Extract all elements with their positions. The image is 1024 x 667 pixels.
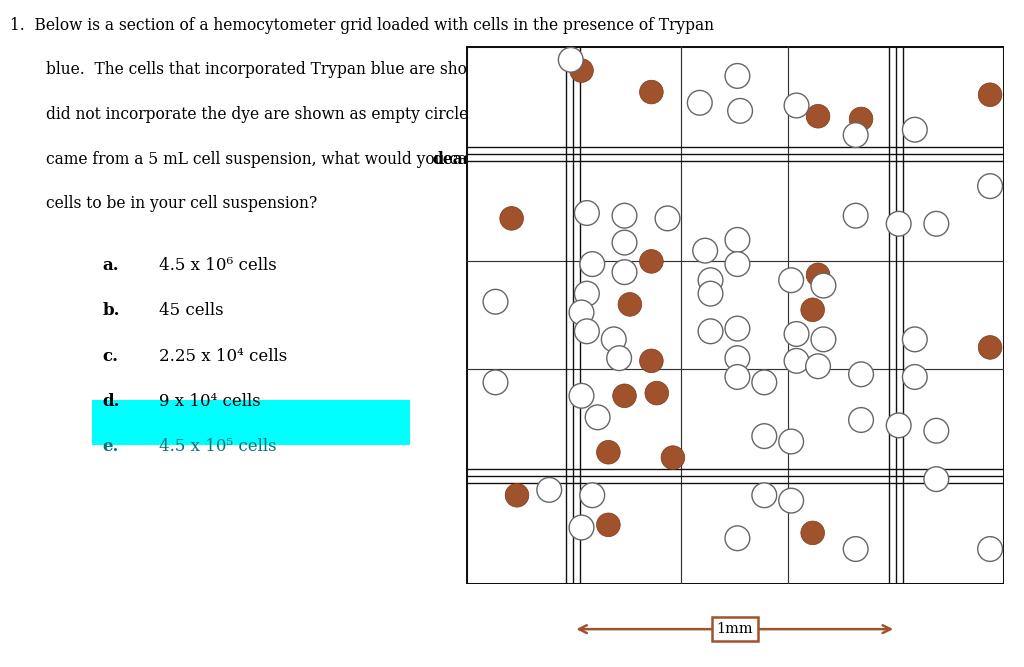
Circle shape	[597, 440, 621, 464]
Circle shape	[483, 289, 508, 314]
Circle shape	[752, 424, 776, 448]
Circle shape	[687, 91, 712, 115]
Circle shape	[483, 370, 508, 395]
Circle shape	[902, 117, 927, 142]
Circle shape	[607, 346, 632, 371]
Text: e.: e.	[102, 438, 119, 455]
Circle shape	[574, 319, 599, 344]
Circle shape	[849, 408, 873, 432]
Circle shape	[784, 321, 809, 346]
Circle shape	[640, 349, 664, 373]
Circle shape	[806, 105, 829, 128]
Circle shape	[902, 365, 927, 390]
Circle shape	[844, 203, 868, 228]
Circle shape	[779, 429, 804, 454]
Circle shape	[505, 484, 528, 507]
Circle shape	[645, 382, 669, 405]
Circle shape	[612, 384, 636, 408]
Text: a.: a.	[102, 257, 119, 273]
Circle shape	[924, 467, 948, 492]
Circle shape	[612, 203, 637, 228]
Circle shape	[849, 107, 872, 131]
Circle shape	[640, 249, 664, 273]
Text: 9 x 10⁴ cells: 9 x 10⁴ cells	[159, 393, 260, 410]
Circle shape	[618, 293, 642, 316]
Circle shape	[569, 384, 594, 408]
Circle shape	[569, 300, 594, 325]
Circle shape	[978, 537, 1002, 562]
Circle shape	[698, 319, 723, 344]
Circle shape	[887, 413, 911, 438]
Text: b.: b.	[102, 302, 120, 319]
Circle shape	[586, 405, 610, 430]
Circle shape	[698, 281, 723, 306]
Circle shape	[978, 83, 1001, 107]
Circle shape	[580, 483, 604, 508]
Text: came from a 5 mL cell suspension, what would you calculate the total number of: came from a 5 mL cell suspension, what w…	[46, 151, 681, 167]
Text: 1mm: 1mm	[717, 622, 753, 636]
Circle shape	[849, 362, 873, 387]
Circle shape	[924, 418, 948, 443]
Circle shape	[640, 80, 664, 104]
Circle shape	[725, 526, 750, 551]
Circle shape	[844, 537, 868, 562]
Text: 2.25 x 10⁴ cells: 2.25 x 10⁴ cells	[159, 348, 287, 364]
Circle shape	[728, 99, 753, 123]
Circle shape	[887, 211, 911, 236]
Circle shape	[725, 346, 750, 371]
Circle shape	[569, 59, 593, 83]
Circle shape	[574, 281, 599, 306]
Circle shape	[612, 230, 637, 255]
Text: d.: d.	[102, 393, 120, 410]
Circle shape	[801, 298, 824, 321]
Circle shape	[779, 488, 804, 513]
Circle shape	[801, 521, 824, 545]
Circle shape	[597, 513, 621, 537]
Circle shape	[902, 327, 927, 352]
Circle shape	[725, 251, 750, 276]
Circle shape	[601, 327, 626, 352]
Circle shape	[806, 263, 829, 287]
Circle shape	[537, 478, 561, 502]
Circle shape	[784, 348, 809, 374]
Circle shape	[725, 365, 750, 390]
Circle shape	[978, 174, 1002, 199]
Circle shape	[924, 211, 948, 236]
Circle shape	[978, 336, 1001, 360]
Circle shape	[752, 483, 776, 508]
Circle shape	[811, 273, 836, 298]
Circle shape	[569, 515, 594, 540]
Circle shape	[655, 206, 680, 231]
Text: 1.  Below is a section of a hemocytometer grid loaded with cells in the presence: 1. Below is a section of a hemocytometer…	[10, 17, 715, 33]
Circle shape	[806, 354, 830, 379]
Text: 45 cells: 45 cells	[159, 302, 223, 319]
Text: c.: c.	[102, 348, 119, 364]
Text: 4.5 x 10⁵ cells: 4.5 x 10⁵ cells	[159, 438, 276, 455]
Circle shape	[844, 123, 868, 147]
Circle shape	[558, 47, 583, 72]
Circle shape	[779, 268, 804, 293]
Circle shape	[752, 370, 776, 395]
FancyBboxPatch shape	[92, 400, 410, 445]
Circle shape	[784, 93, 809, 118]
Circle shape	[693, 238, 718, 263]
Text: 4.5 x 10⁶ cells: 4.5 x 10⁶ cells	[159, 257, 276, 273]
Circle shape	[725, 316, 750, 341]
Circle shape	[725, 63, 750, 88]
Circle shape	[811, 327, 836, 352]
Circle shape	[698, 268, 723, 293]
Circle shape	[725, 227, 750, 252]
Text: blue.  The cells that incorporated Trypan blue are shown as filled circles and c: blue. The cells that incorporated Trypan…	[46, 61, 723, 78]
Text: dead: dead	[432, 151, 474, 167]
Circle shape	[662, 446, 685, 470]
Circle shape	[574, 201, 599, 225]
Circle shape	[500, 207, 523, 230]
Text: did not incorporate the dye are shown as empty circles.  If the cells from this : did not incorporate the dye are shown as…	[46, 106, 718, 123]
Circle shape	[580, 251, 604, 276]
Circle shape	[612, 259, 637, 285]
Text: cells to be in your cell suspension?: cells to be in your cell suspension?	[46, 195, 317, 212]
